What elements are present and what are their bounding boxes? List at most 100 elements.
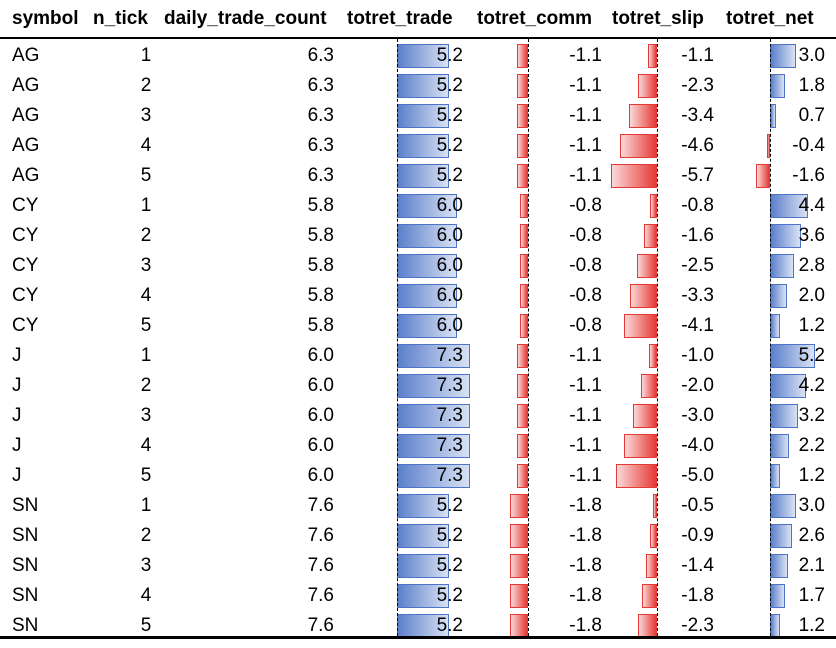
- cell-totret-net: 2.6: [798, 525, 825, 546]
- cell-daily-trade-count: 6.3: [307, 165, 334, 186]
- cell-totret-net: 1.2: [798, 315, 825, 336]
- databar-totret-net: [770, 224, 801, 248]
- header-symbol: symbol: [12, 8, 79, 29]
- table-row: SN 5 7.6 5.2 -1.8 -2.3 1.2: [0, 611, 836, 641]
- table-row: SN 4 7.6 5.2 -1.8 -1.8 1.7: [0, 581, 836, 611]
- cell-daily-trade-count: 5.8: [307, 225, 334, 246]
- cell-n-tick: 2: [140, 225, 152, 246]
- databar-totret-comm: [517, 104, 528, 128]
- cell-totret-trade: 5.2: [436, 75, 463, 96]
- databar-totret-slip: [648, 344, 657, 368]
- cell-totret-slip: -4.6: [681, 135, 714, 156]
- cell-symbol: AG: [12, 75, 40, 96]
- cell-symbol: J: [12, 435, 22, 456]
- cell-symbol: J: [12, 375, 22, 396]
- cell-totret-comm: -1.1: [569, 435, 602, 456]
- table-row: SN 1 7.6 5.2 -1.8 -0.5 3.0: [0, 491, 836, 521]
- cell-totret-trade: 7.3: [436, 345, 463, 366]
- cell-symbol: SN: [12, 555, 39, 576]
- cell-totret-trade: 7.3: [436, 405, 463, 426]
- cell-daily-trade-count: 6.0: [307, 435, 334, 456]
- cell-totret-comm: -1.1: [569, 345, 602, 366]
- databar-axis-totret-comm: [528, 39, 529, 636]
- cell-totret-slip: -0.8: [681, 195, 714, 216]
- cell-totret-trade: 5.2: [436, 135, 463, 156]
- databar-totret-trade: [397, 44, 449, 68]
- cell-n-tick: 1: [140, 195, 152, 216]
- cell-totret-comm: -1.8: [569, 555, 602, 576]
- table-row: J 3 6.0 7.3 -1.1 -3.0 3.2: [0, 401, 836, 431]
- table-row: J 1 6.0 7.3 -1.1 -1.0 5.2: [0, 341, 836, 371]
- databar-axis-totret-trade: [397, 39, 398, 636]
- table-row: AG 3 6.3 5.2 -1.1 -3.4 0.7: [0, 101, 836, 131]
- cell-daily-trade-count: 6.3: [307, 45, 334, 66]
- databar-totret-comm: [520, 224, 528, 248]
- cell-totret-slip: -2.0: [681, 375, 714, 396]
- databar-totret-trade: [397, 404, 470, 428]
- cell-totret-comm: -1.1: [569, 375, 602, 396]
- cell-totret-comm: -0.8: [569, 195, 602, 216]
- databar-totret-trade: [397, 194, 457, 218]
- databar-totret-net: [756, 164, 770, 188]
- cell-totret-net: 2.8: [798, 255, 825, 276]
- cell-totret-net: 1.8: [798, 75, 825, 96]
- databar-totret-comm: [520, 284, 528, 308]
- cell-daily-trade-count: 7.6: [307, 585, 334, 606]
- databar-totret-slip: [643, 224, 657, 248]
- cell-symbol: AG: [12, 45, 40, 66]
- cell-totret-slip: -1.8: [681, 585, 714, 606]
- databar-totret-comm: [517, 434, 528, 458]
- cell-totret-slip: -1.4: [681, 555, 714, 576]
- databar-totret-slip: [650, 194, 657, 218]
- cell-totret-slip: -2.3: [681, 615, 714, 636]
- cell-totret-slip: -3.3: [681, 285, 714, 306]
- databar-totret-comm: [510, 494, 528, 518]
- cell-totret-comm: -1.1: [569, 45, 602, 66]
- cell-daily-trade-count: 6.3: [307, 75, 334, 96]
- cell-totret-trade: 5.2: [436, 525, 463, 546]
- cell-daily-trade-count: 7.6: [307, 615, 334, 636]
- cell-daily-trade-count: 5.8: [307, 285, 334, 306]
- cell-symbol: CY: [12, 315, 39, 336]
- cell-totret-net: -1.6: [792, 165, 825, 186]
- cell-totret-slip: -0.9: [681, 525, 714, 546]
- cell-n-tick: 2: [140, 525, 152, 546]
- cell-daily-trade-count: 5.8: [307, 315, 334, 336]
- databar-totret-trade: [397, 254, 457, 278]
- databar-totret-slip: [616, 464, 657, 488]
- databar-totret-comm: [517, 404, 528, 428]
- cell-symbol: SN: [12, 585, 39, 606]
- cell-n-tick: 5: [140, 165, 152, 186]
- cell-daily-trade-count: 7.6: [307, 555, 334, 576]
- header-n-tick: n_tick: [93, 8, 148, 29]
- databar-totret-slip: [648, 44, 657, 68]
- cell-totret-slip: -1.1: [681, 45, 714, 66]
- databar-totret-trade: [397, 494, 449, 518]
- databar-totret-trade: [397, 134, 449, 158]
- cell-daily-trade-count: 6.3: [307, 135, 334, 156]
- cell-daily-trade-count: 5.8: [307, 195, 334, 216]
- cell-totret-trade: 5.2: [436, 495, 463, 516]
- cell-n-tick: 5: [140, 615, 152, 636]
- cell-totret-slip: -1.0: [681, 345, 714, 366]
- cell-totret-slip: -3.4: [681, 105, 714, 126]
- databar-totret-net: [770, 404, 798, 428]
- cell-totret-slip: -0.5: [681, 495, 714, 516]
- cell-n-tick: 1: [140, 345, 152, 366]
- cell-totret-trade: 5.2: [436, 615, 463, 636]
- cell-daily-trade-count: 6.0: [307, 405, 334, 426]
- databar-totret-slip: [623, 314, 657, 338]
- cell-daily-trade-count: 7.6: [307, 495, 334, 516]
- databar-totret-trade: [397, 284, 457, 308]
- databar-totret-comm: [517, 374, 528, 398]
- cell-totret-net: 3.6: [798, 225, 825, 246]
- databar-totret-slip: [652, 494, 657, 518]
- cell-n-tick: 5: [140, 315, 152, 336]
- cell-totret-trade: 6.0: [436, 255, 463, 276]
- cell-symbol: CY: [12, 255, 39, 276]
- table-row: CY 2 5.8 6.0 -0.8 -1.6 3.6: [0, 221, 836, 251]
- cell-totret-comm: -0.8: [569, 315, 602, 336]
- databar-totret-trade: [397, 584, 449, 608]
- databar-totret-slip: [649, 524, 657, 548]
- cell-totret-trade: 7.3: [436, 465, 463, 486]
